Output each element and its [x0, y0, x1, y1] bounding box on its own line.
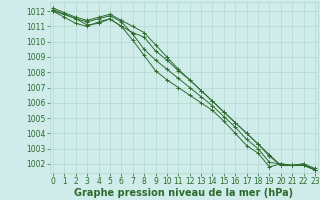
X-axis label: Graphe pression niveau de la mer (hPa): Graphe pression niveau de la mer (hPa) [75, 188, 293, 198]
